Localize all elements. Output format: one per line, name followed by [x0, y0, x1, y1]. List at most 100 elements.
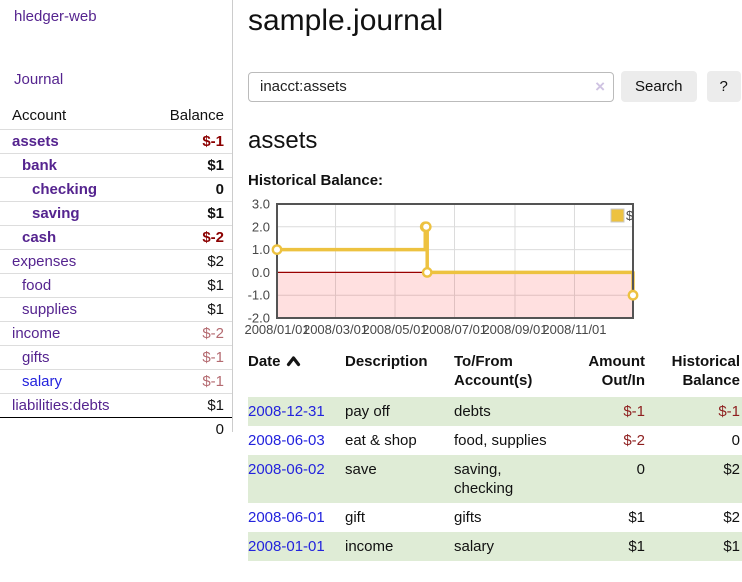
transaction-accounts: debts — [454, 397, 570, 426]
account-row: gifts $-1 — [0, 345, 232, 370]
account-balance: $1 — [150, 153, 232, 178]
transaction-accounts: food, supplies — [454, 432, 547, 449]
account-row: income $-2 — [0, 321, 232, 346]
accounts-table: Account Balance assets $-1 bank $1 check… — [0, 104, 232, 441]
register-header-date[interactable]: Date — [248, 350, 345, 397]
transaction-description: save — [345, 455, 454, 503]
account-link-income[interactable]: income — [12, 325, 61, 342]
register-header-balance: Historical Balance — [671, 353, 740, 389]
register-header-amount: Amount Out/In — [588, 353, 645, 389]
account-balance: $1 — [150, 393, 232, 418]
search-bar: × Search ? — [248, 71, 742, 102]
chart-title: Historical Balance: — [248, 172, 384, 189]
account-row: saving $1 — [0, 201, 232, 226]
svg-text:0.0: 0.0 — [252, 265, 270, 280]
account-row: liabilities:debts $1 — [0, 393, 232, 418]
transaction-date-link[interactable]: 2008-01-01 — [248, 538, 325, 555]
account-link-food[interactable]: food — [22, 277, 52, 294]
account-link-supplies[interactable]: supplies — [22, 301, 78, 318]
account-balance: $-2 — [150, 321, 232, 346]
transaction-date-link[interactable]: 2008-06-02 — [248, 461, 325, 478]
app-window: hledger-web Journal Account Balance asse… — [0, 0, 742, 561]
account-link-cash[interactable]: cash — [22, 229, 57, 246]
historical-balance-chart: 3.0 2.0 1.0 0.0 -1.0 -2.02008/01/012008/03/01… — [244, 197, 639, 337]
account-link-bank[interactable]: bank — [22, 157, 58, 174]
register-row: 2008-06-03 eat & shop food, supplies $-2… — [248, 426, 742, 455]
svg-text:3.0: 3.0 — [252, 197, 270, 212]
transaction-amount: $-2 — [623, 432, 645, 449]
svg-text:2008/07/01: 2008/07/01 — [422, 322, 487, 337]
account-link-saving[interactable]: saving — [32, 205, 80, 222]
account-row: salary $-1 — [0, 369, 232, 394]
svg-text:1.0: 1.0 — [252, 242, 270, 257]
account-balance: $1 — [150, 273, 232, 298]
transaction-accounts: salary — [454, 532, 570, 561]
transaction-date-link[interactable]: 2008-12-31 — [248, 403, 325, 420]
accounts-header-balance: Balance — [169, 107, 224, 124]
account-balance: $1 — [150, 201, 232, 226]
sidebar-divider — [232, 0, 233, 432]
transaction-balance: $2 — [723, 509, 740, 526]
account-row: supplies $1 — [0, 297, 232, 322]
main-content: sample.journal × Search ? assets Histori… — [232, 0, 742, 561]
help-button[interactable]: ? — [706, 71, 741, 102]
account-balance: $1 — [150, 297, 232, 322]
transaction-balance: $1 — [647, 532, 742, 561]
accounts-header-row: Account Balance — [0, 104, 232, 130]
account-row: cash $-2 — [0, 225, 232, 250]
transaction-balance: $-1 — [647, 397, 742, 426]
register-header-accounts: To/From Account(s) — [454, 353, 533, 389]
transaction-accounts: gifts — [454, 509, 482, 526]
svg-text:$: $ — [626, 208, 634, 223]
account-row: expenses $2 — [0, 249, 232, 274]
account-link-liabilities-debts[interactable]: liabilities:debts — [12, 397, 110, 414]
register-row: 2008-12-31 pay off debts $-1 $-1 — [248, 397, 742, 426]
search-button[interactable]: Search — [621, 71, 697, 102]
svg-text:2008/01/01: 2008/01/01 — [244, 322, 309, 337]
search-input[interactable] — [248, 71, 614, 102]
transaction-description: income — [345, 532, 454, 561]
account-link-salary[interactable]: salary — [22, 373, 63, 390]
transaction-date-link[interactable]: 2008-06-03 — [248, 432, 325, 449]
transaction-description: gift — [345, 509, 366, 526]
account-link-expenses[interactable]: expenses — [12, 253, 77, 270]
transaction-accounts: saving, checking — [454, 455, 570, 503]
brand-link[interactable]: hledger-web — [14, 8, 97, 25]
clear-search-icon[interactable]: × — [595, 76, 605, 96]
register-header-description: Description — [345, 353, 428, 370]
svg-text:-1.0: -1.0 — [248, 288, 270, 303]
register-header-row: Date Description To/From Account(s) Amou… — [248, 350, 742, 397]
sidebar: hledger-web Journal Account Balance asse… — [0, 0, 232, 561]
svg-text:2008/11/01: 2008/11/01 — [542, 322, 606, 337]
sidebar-item-journal[interactable]: Journal — [14, 71, 64, 88]
transaction-description: eat & shop — [345, 432, 417, 449]
account-link-assets[interactable]: assets — [12, 133, 59, 150]
svg-text:2008/09/01: 2008/09/01 — [482, 322, 547, 337]
page-title: sample.journal — [248, 4, 444, 37]
register-row: 2008-06-01 gift gifts $1 $2 — [248, 503, 742, 532]
account-link-checking[interactable]: checking — [32, 181, 98, 198]
account-heading: assets — [248, 127, 318, 154]
svg-text:2.0: 2.0 — [252, 219, 270, 234]
accounts-total-row: 0 — [0, 417, 232, 441]
transaction-balance: $2 — [647, 455, 742, 503]
transaction-amount: $-1 — [570, 397, 647, 426]
account-link-gifts[interactable]: gifts — [22, 349, 50, 366]
account-row: food $1 — [0, 273, 232, 298]
accounts-total-value: 0 — [0, 417, 232, 441]
svg-text:2008/03/01: 2008/03/01 — [303, 322, 368, 337]
svg-text:-2.0: -2.0 — [248, 311, 270, 326]
sort-asc-icon — [286, 353, 301, 372]
account-row: bank $1 — [0, 153, 232, 178]
register-table: Date Description To/From Account(s) Amou… — [248, 350, 742, 561]
account-balance: $2 — [150, 249, 232, 274]
account-balance: 0 — [150, 177, 232, 202]
register-row: 2008-06-02 save saving, checking 0 $2 — [248, 455, 742, 503]
account-balance: $-2 — [150, 225, 232, 250]
transaction-amount: $1 — [628, 509, 645, 526]
transaction-balance: 0 — [731, 432, 740, 449]
transaction-date-link[interactable]: 2008-06-01 — [248, 509, 325, 526]
account-row: checking 0 — [0, 177, 232, 202]
transaction-description: pay off — [345, 397, 454, 426]
account-balance: $-1 — [150, 129, 232, 154]
